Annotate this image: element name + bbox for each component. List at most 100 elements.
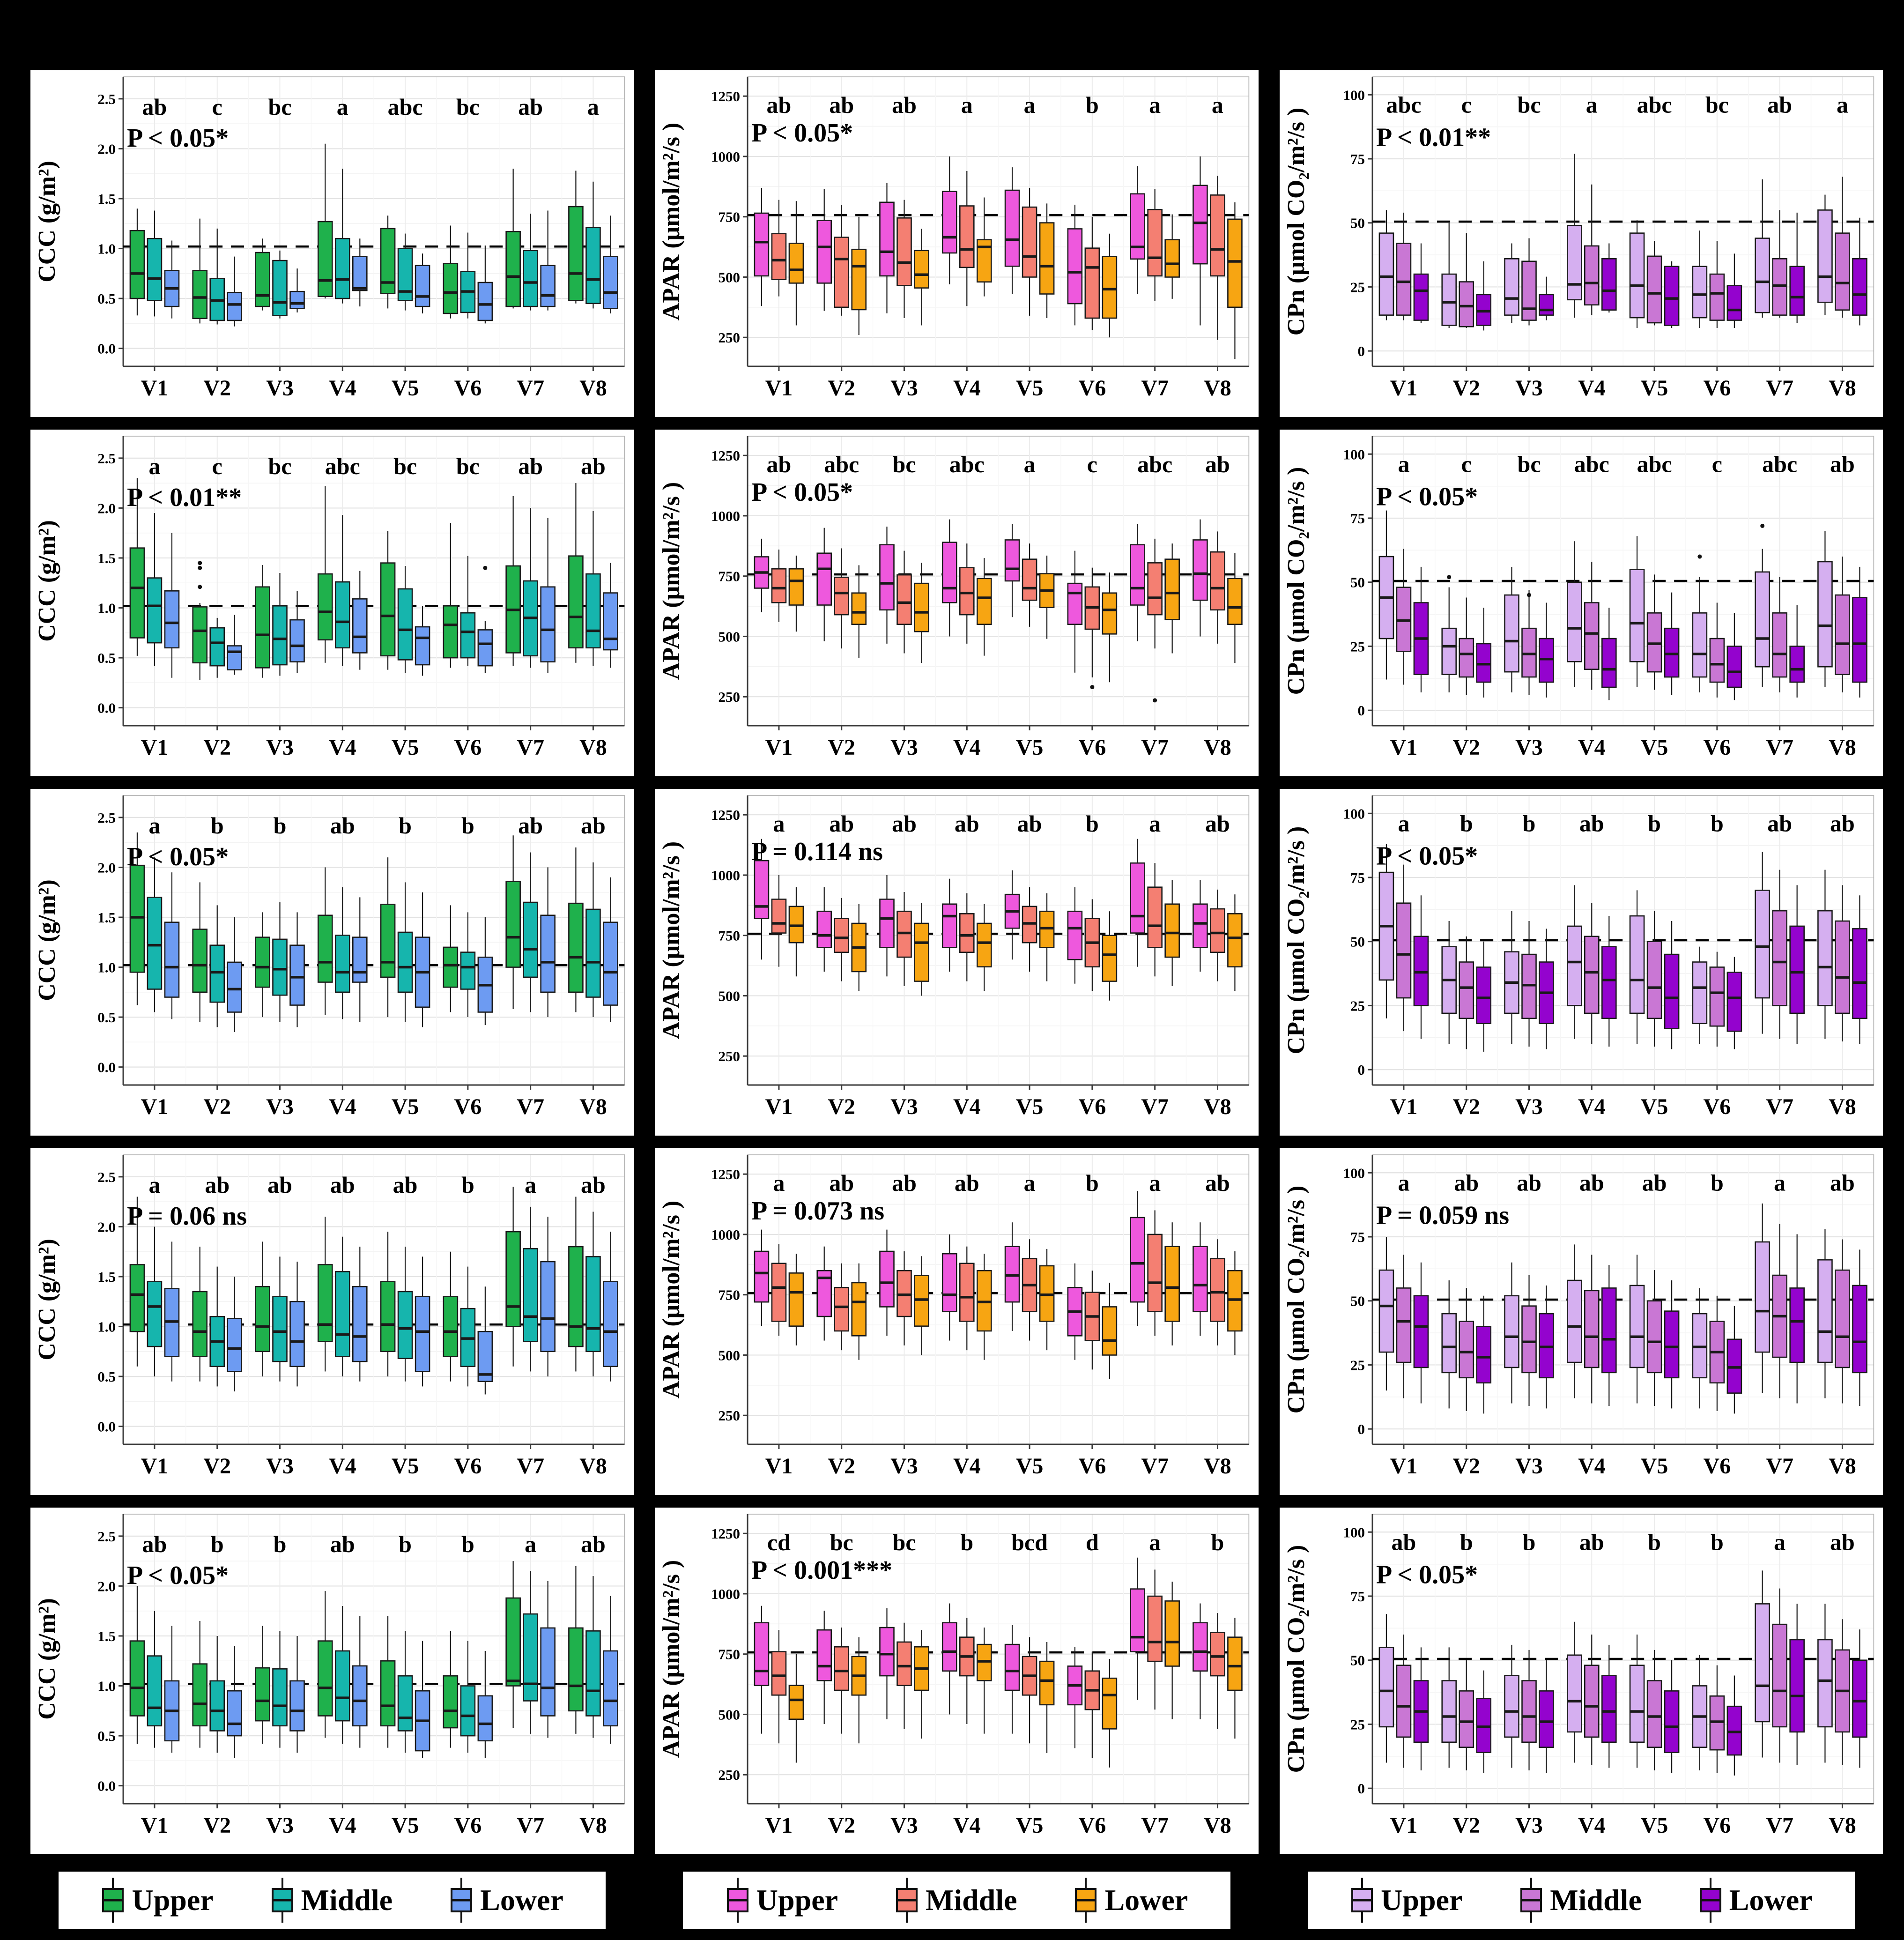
significance-letter: ab [1391, 1529, 1416, 1555]
significance-letter: b [1086, 810, 1099, 837]
y-tick-label: 750 [719, 1287, 741, 1303]
panel-grid: 0.0 0.5 1.0 1.5 2.0 2.5 V1 V2 V3 V4 V5 V6 V7 V8 CCC (g… [30, 70, 1883, 1854]
x-tick-label: V3 [266, 735, 294, 760]
x-tick-label: V1 [1390, 735, 1417, 760]
significance-letter: ab [142, 94, 167, 120]
significance-letter: c [1461, 451, 1471, 477]
y-tick-label: 75 [1350, 870, 1365, 886]
x-tick-label: V6 [454, 1094, 482, 1119]
y-tick-label: 1000 [711, 1586, 740, 1602]
gridlines [748, 795, 1249, 1085]
boxplot-V8-lower [1227, 894, 1243, 991]
significance-letter: ab [892, 810, 917, 837]
boxplot-V3-lower [914, 563, 930, 663]
x-tick-label: V7 [1141, 1454, 1169, 1479]
x-tick-label: V4 [1578, 735, 1606, 760]
panel-row1-cpn: 0 25 50 75 100 V1 V2 V3 V4 V5 V6 V7 V8 CPn (μmol CO₂/… [1279, 70, 1883, 417]
x-tick-label: V5 [392, 1094, 419, 1119]
boxplot-svg: 0 25 50 75 100 V1 V2 V3 V4 V5 V6 V7 V8 CPn (μmol CO₂/… [1279, 789, 1883, 1136]
boxplot-V1-middle [1396, 1255, 1411, 1398]
significance-letters: ab abc bc abc a c abc ab [767, 451, 1230, 477]
series-middle [1396, 177, 1850, 328]
boxplot-V2-lower [851, 216, 867, 335]
boxplot-V8-upper [1817, 1604, 1833, 1763]
significance-letters: abc c bc a abc bc ab a [1386, 92, 1848, 118]
significance-letter: a [587, 94, 599, 120]
significance-letter: b [1711, 1170, 1724, 1196]
gridlines [748, 436, 1249, 726]
significance-letter: a [1585, 92, 1597, 118]
series-upper [129, 143, 584, 324]
x-tick-label: V2 [828, 735, 856, 760]
boxplot-V8-middle [1834, 557, 1850, 692]
boxplot-V5-middle [1022, 887, 1037, 972]
significance-letters: a b b ab b b ab ab [1398, 810, 1854, 837]
significance-letter: b [1522, 810, 1535, 837]
outlier-point [198, 565, 202, 570]
y-axis-label: CCC (g/m²) [34, 1239, 60, 1360]
significance-letters: a ab ab ab ab b a ab [148, 1172, 605, 1198]
x-tick-label: V5 [392, 1454, 419, 1479]
significance-letter: b [1711, 1529, 1724, 1555]
boxplot-V5-upper [1005, 1222, 1020, 1331]
significance-letter: ab [1830, 810, 1855, 837]
series-upper [1378, 1570, 1833, 1770]
boxplot-V5-upper [1005, 870, 1020, 960]
x-tick-label: V4 [329, 1813, 356, 1838]
x-tick-label: V4 [953, 1094, 981, 1119]
boxplot-V5-lower [1039, 1642, 1055, 1753]
x-axis-ticks: V1 V2 V3 V4 V5 V6 V7 V8 [1390, 1085, 1856, 1119]
y-tick-label: 1000 [711, 149, 740, 165]
boxplot-V4-lower [1601, 1644, 1617, 1768]
y-axis-ticks: 0 25 50 75 100 [1343, 87, 1372, 359]
y-axis-label: APAR (μmol/m²/s ) [658, 482, 685, 680]
boxplot-V5-middle [1646, 574, 1662, 690]
boxplot-V7-middle [1772, 210, 1787, 318]
x-tick-label: V7 [1766, 376, 1793, 401]
significance-letter: a [148, 812, 160, 839]
boxplot-V2-upper [816, 1246, 832, 1341]
panel-row5-cpn: 0 25 50 75 100 V1 V2 V3 V4 V5 V6 V7 V8 CPn (μmol CO₂/… [1279, 1508, 1883, 1854]
boxplot-V4-lower [977, 904, 992, 991]
boxplot-V7-lower [540, 867, 556, 1018]
boxplot-V7-middle [1772, 577, 1787, 692]
y-tick-label: 2.5 [97, 810, 116, 826]
panel-background [655, 1508, 1259, 1854]
x-tick-label: V8 [1204, 735, 1231, 760]
boxplot-V3-upper [879, 1608, 895, 1719]
x-axis-ticks: V1 V2 V3 V4 V5 V6 V7 V8 [141, 1804, 607, 1838]
x-tick-label: V5 [1016, 1813, 1044, 1838]
x-tick-label: V2 [203, 1813, 231, 1838]
boxplot-V4-upper [1566, 1244, 1582, 1398]
boxplot-V5-upper [380, 1232, 396, 1377]
boxplot-V2-middle [209, 617, 225, 678]
boxplot-V7-upper [1130, 524, 1146, 641]
series-lower [1413, 1604, 1867, 1776]
boxplot-V7-lower [1789, 1604, 1805, 1765]
significance-letter: a [1837, 92, 1848, 118]
significance-letter: a [525, 1172, 536, 1198]
x-tick-label: V4 [1578, 376, 1606, 401]
boxplot-V4-lower [977, 558, 992, 656]
boxplot-V8-lower [1227, 1251, 1243, 1355]
boxplot-V8-lower [1852, 895, 1867, 1044]
significance-letter: d [1086, 1529, 1099, 1555]
boxplot-V3-middle [1521, 590, 1537, 695]
y-tick-label: 1000 [711, 508, 740, 524]
boxplot-V8-middle [1834, 1239, 1850, 1404]
significance-letter: abc [1386, 92, 1421, 118]
boxplot-V7-upper [1130, 166, 1146, 294]
significance-letter: bc [393, 453, 417, 479]
boxplot-V5-lower [1664, 592, 1680, 695]
boxplot-V6-upper [1692, 230, 1707, 328]
p-value-label: P < 0.001*** [751, 1556, 892, 1585]
significance-letter: ab [581, 1172, 606, 1198]
x-tick-label: V8 [1204, 376, 1231, 401]
boxplot-V3-lower [289, 268, 305, 312]
boxplot-V7-middle [523, 1571, 538, 1734]
x-tick-label: V4 [1578, 1813, 1606, 1838]
y-tick-label: 0 [1357, 343, 1365, 359]
boxplot-V2-middle [834, 1628, 850, 1734]
series-lower [788, 880, 1243, 1001]
boxplot-V5-lower [1039, 893, 1055, 981]
